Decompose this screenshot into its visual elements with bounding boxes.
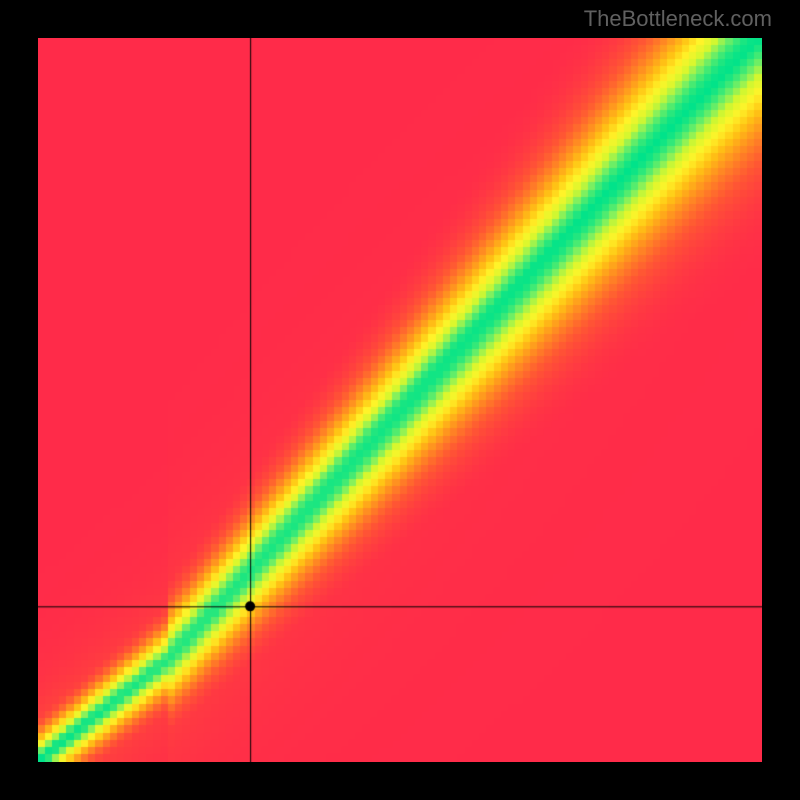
watermark-text: TheBottleneck.com xyxy=(584,6,772,32)
chart-container: TheBottleneck.com xyxy=(0,0,800,800)
bottleneck-heatmap xyxy=(38,38,762,762)
